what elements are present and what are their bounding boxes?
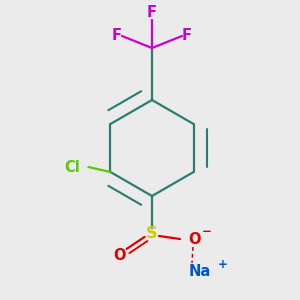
Text: Cl: Cl — [65, 160, 80, 175]
Text: +: + — [218, 259, 228, 272]
Text: F: F — [112, 28, 122, 44]
Text: O: O — [188, 232, 200, 247]
Text: F: F — [182, 28, 192, 44]
Text: −: − — [202, 224, 212, 238]
Text: Na: Na — [189, 263, 211, 278]
Text: S: S — [146, 226, 158, 242]
Text: O: O — [114, 248, 126, 263]
Text: F: F — [147, 5, 157, 20]
